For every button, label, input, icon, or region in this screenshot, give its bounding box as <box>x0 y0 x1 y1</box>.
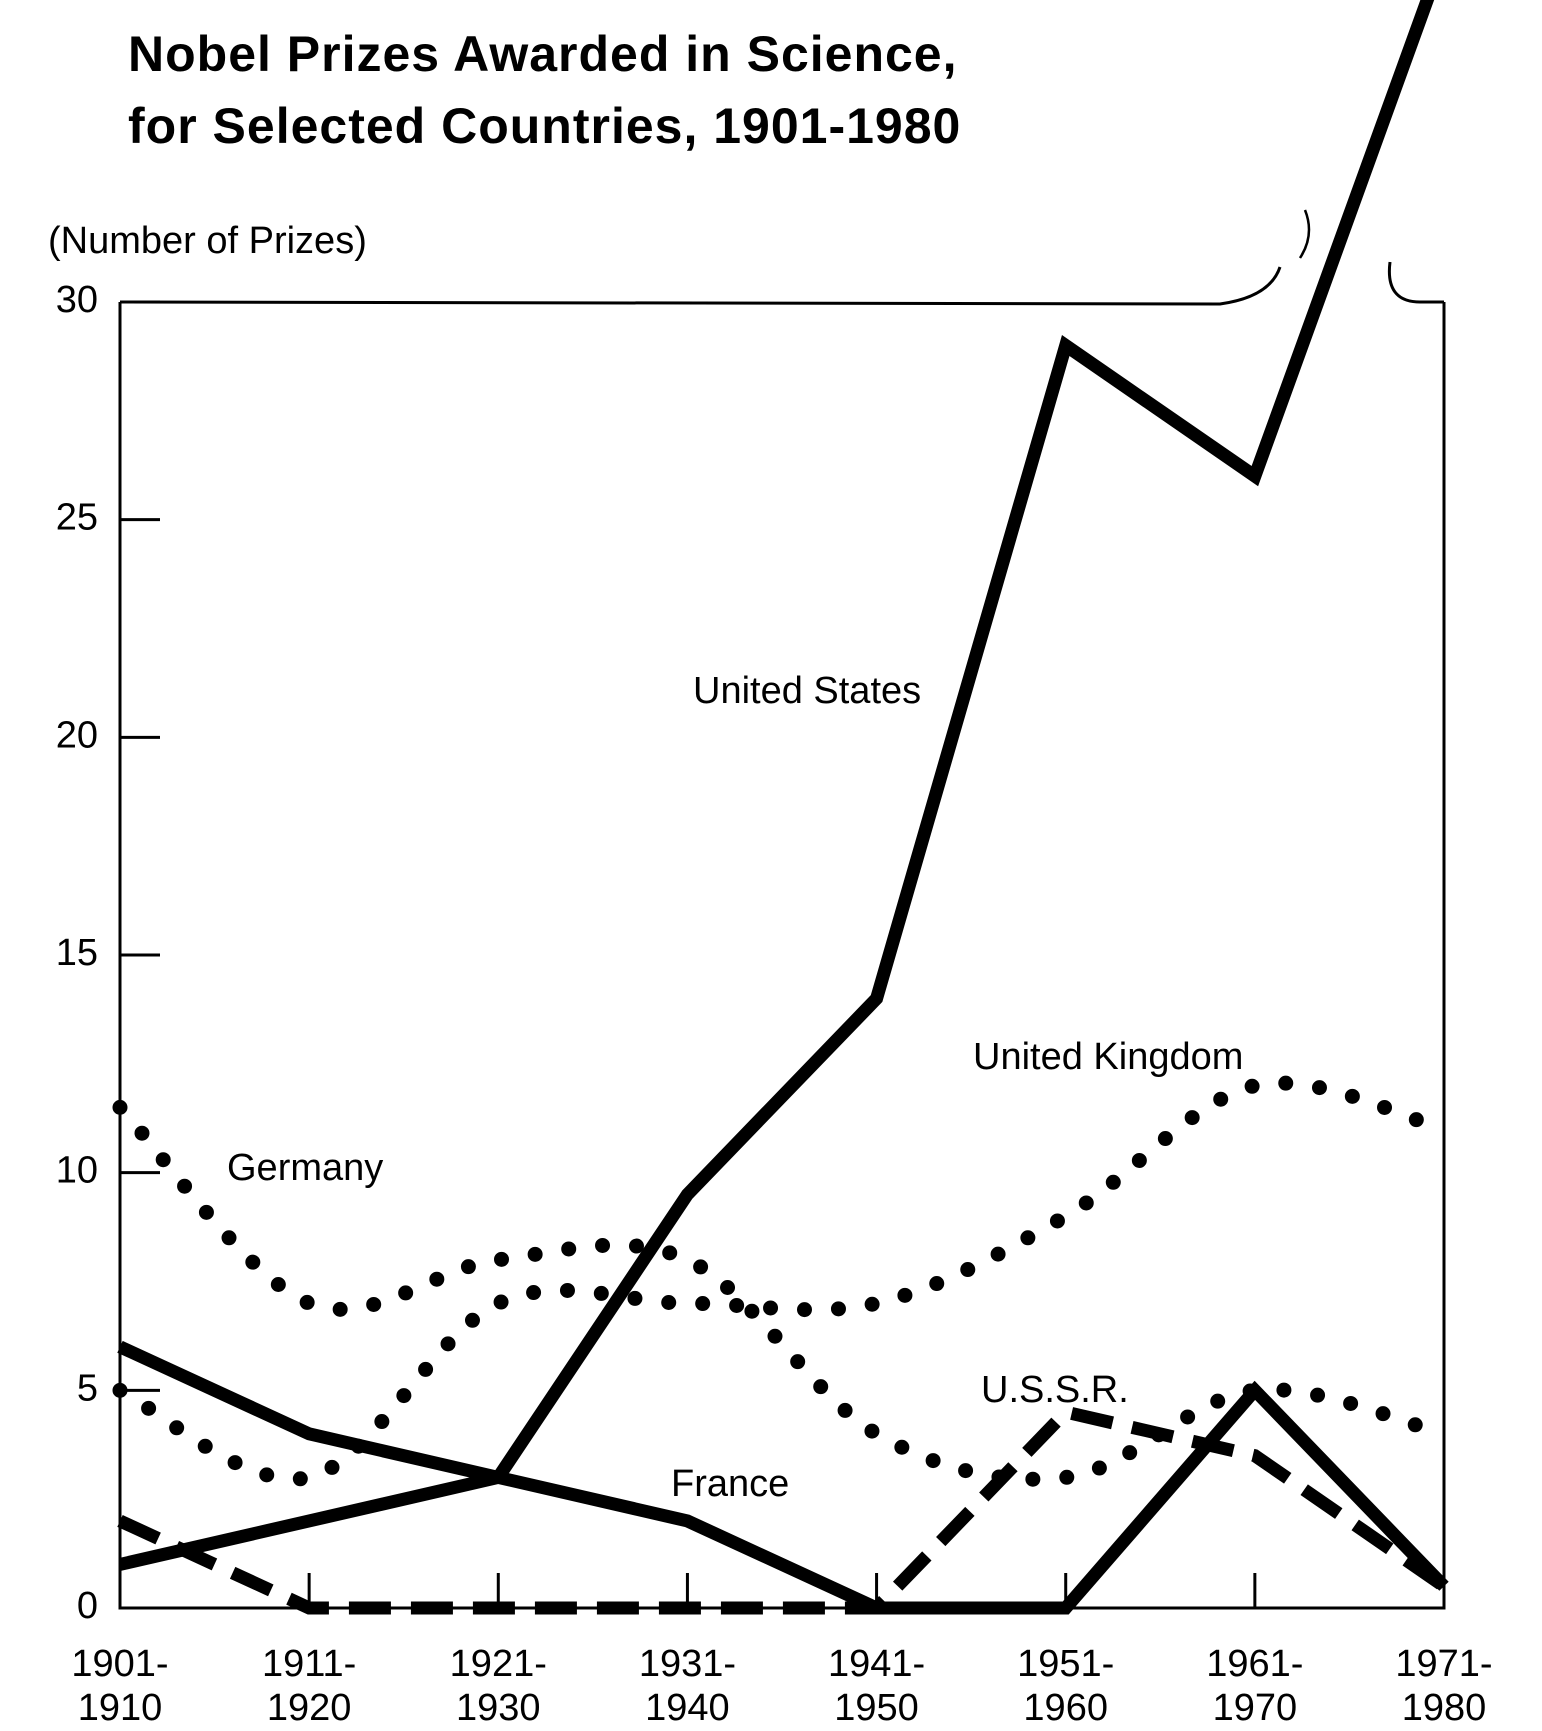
x-tick-label: 1951- 1960 <box>1017 1643 1115 1729</box>
x-tick-label: 1911- 1920 <box>261 1643 357 1729</box>
series-label: Germany <box>227 1147 383 1189</box>
x-tick-label: 1971- 1980 <box>1395 1643 1493 1729</box>
frame <box>118 302 1446 1610</box>
x-tick-label: 1961- 1970 <box>1206 1643 1304 1729</box>
x-tick-label: 1921- 1930 <box>449 1643 547 1729</box>
y-tick-label: 25 <box>56 497 98 539</box>
chart-title: Nobel Prizes Awarded in Science, for Sel… <box>128 26 962 154</box>
series-label: France <box>671 1463 789 1505</box>
series-line <box>112 1075 1452 1487</box>
break-mark <box>1298 209 1311 259</box>
series-line <box>112 1099 1452 1487</box>
y-tick-label: 0 <box>77 1585 98 1627</box>
x-tick-label: 1941- 1950 <box>827 1643 926 1729</box>
y-tick-label: 30 <box>56 279 98 321</box>
frame-top <box>1387 261 1444 304</box>
series-line <box>117 1404 1448 1615</box>
frame-top <box>119 266 1282 306</box>
series-label: United Kingdom <box>973 1036 1243 1078</box>
x-tick-label: 1901- 1910 <box>71 1643 169 1729</box>
y-tick-label: 5 <box>77 1367 98 1409</box>
x-tick-label: 1931- 1940 <box>638 1643 737 1729</box>
y-tick-label: 20 <box>56 714 98 756</box>
series-label: U.S.S.R. <box>981 1369 1129 1411</box>
y-tick-label: 10 <box>56 1150 98 1192</box>
y-tick-label: 15 <box>56 932 98 974</box>
series-line <box>118 0 1435 1571</box>
series-line <box>117 1340 1449 1615</box>
y-axis-label: (Number of Prizes) <box>48 220 367 262</box>
series-label: United States <box>693 670 921 712</box>
